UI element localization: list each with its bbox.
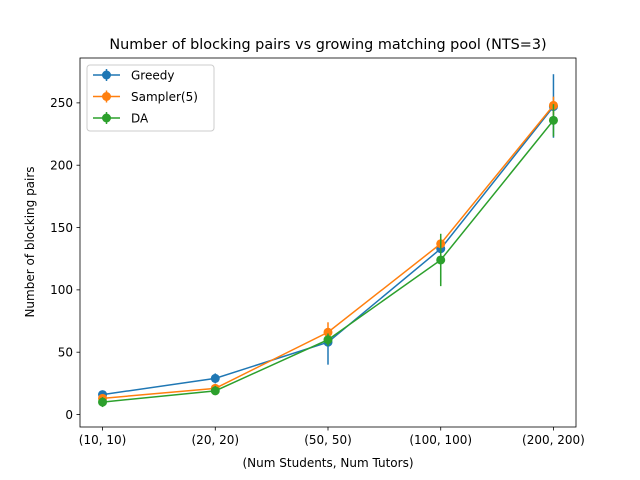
y-tick-label: 50 <box>58 346 73 360</box>
y-tick-label: 150 <box>50 221 73 235</box>
data-point <box>210 386 220 396</box>
y-axis-label: Number of blocking pairs <box>23 166 37 317</box>
legend-label: DA <box>131 112 149 126</box>
data-point <box>210 373 220 383</box>
x-tick-label: (20, 20) <box>192 433 240 447</box>
x-tick-label: (50, 50) <box>304 433 352 447</box>
chart-title: Number of blocking pairs vs growing matc… <box>109 37 546 53</box>
data-point <box>323 327 333 337</box>
legend-marker <box>102 113 111 123</box>
legend-label: Greedy <box>131 69 174 83</box>
plot-area: (10, 10) (20, 20) (50, 50) (100, 100) (200, … <box>50 57 585 447</box>
x-tick-label: (10, 10) <box>79 433 127 447</box>
legend-label: Sampler(5) <box>131 90 198 104</box>
data-point <box>436 255 446 265</box>
x-tick-label: (200, 200) <box>522 433 585 447</box>
legend-marker <box>102 70 111 80</box>
legend-marker <box>102 92 111 101</box>
x-axis-label: (Num Students, Num Tutors) <box>243 456 414 470</box>
data-point <box>548 115 558 125</box>
y-tick-label: 200 <box>50 159 73 173</box>
y-tick-label: 250 <box>50 96 73 110</box>
legend: Greedy Sampler(5) DA <box>86 64 215 132</box>
y-tick-label: 100 <box>50 283 73 297</box>
y-tick-label: 0 <box>65 408 73 422</box>
x-tick-label: (100, 100) <box>409 433 472 447</box>
data-point <box>323 335 333 345</box>
series-da <box>98 104 558 408</box>
data-point <box>98 397 108 407</box>
legend-box <box>86 64 215 132</box>
